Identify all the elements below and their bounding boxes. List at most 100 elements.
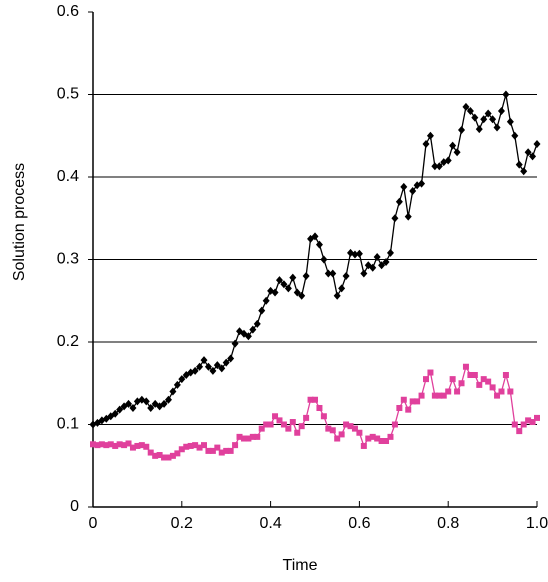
point [511, 421, 518, 428]
point [426, 131, 434, 140]
point [515, 160, 523, 169]
point [324, 269, 332, 278]
point [178, 375, 186, 384]
point [511, 131, 519, 140]
point [444, 156, 452, 165]
point [125, 399, 133, 408]
point [298, 423, 305, 430]
point [187, 442, 194, 449]
point [534, 414, 540, 421]
point [347, 423, 354, 430]
point [280, 421, 287, 428]
y-tick-label: 0 [70, 498, 79, 515]
point [374, 435, 381, 442]
point [520, 167, 528, 176]
point [111, 409, 119, 418]
point [520, 421, 527, 428]
point [471, 372, 478, 378]
point [183, 443, 190, 450]
point [485, 378, 492, 385]
point [307, 396, 314, 403]
point [231, 339, 239, 348]
point [294, 429, 301, 436]
point [129, 404, 137, 412]
point [258, 306, 266, 315]
point [524, 148, 532, 157]
point [373, 253, 381, 262]
point [342, 272, 350, 280]
point [267, 421, 274, 428]
point [471, 113, 479, 122]
point [334, 435, 341, 442]
point [449, 376, 456, 383]
point [98, 441, 105, 448]
point [338, 431, 345, 438]
point [498, 388, 505, 395]
point [467, 372, 474, 378]
point [338, 284, 346, 293]
point [356, 429, 363, 436]
y-tick-label: 0.3 [57, 251, 79, 268]
point [107, 441, 114, 448]
point [276, 417, 283, 424]
point [360, 269, 368, 278]
point [369, 433, 376, 440]
point [475, 125, 483, 134]
point [525, 417, 532, 424]
point [204, 362, 212, 371]
point [289, 419, 296, 426]
point [284, 284, 292, 293]
point [201, 442, 207, 449]
point [431, 162, 439, 171]
point [191, 366, 199, 375]
point [533, 140, 541, 148]
point [218, 449, 225, 456]
point [480, 376, 487, 383]
point [395, 197, 403, 206]
point [311, 232, 319, 241]
point [489, 384, 496, 391]
point [462, 102, 470, 111]
point [497, 107, 505, 115]
y-tick-label: 0.6 [57, 3, 79, 20]
point [391, 214, 399, 223]
point [275, 276, 283, 285]
point [449, 141, 457, 150]
point [147, 404, 155, 412]
point [480, 115, 488, 124]
point [263, 421, 270, 428]
point [245, 435, 252, 442]
point [529, 419, 536, 426]
point [218, 364, 226, 373]
point [315, 240, 323, 249]
point [209, 447, 216, 454]
point [236, 433, 243, 440]
point [507, 388, 514, 395]
point [378, 261, 386, 270]
y-tick-label: 0.5 [57, 86, 79, 103]
point [289, 273, 297, 282]
point [249, 325, 257, 334]
point [285, 425, 292, 432]
point [165, 454, 172, 461]
point [244, 332, 252, 341]
point [254, 433, 261, 440]
point [125, 440, 132, 447]
point [343, 421, 350, 428]
point [316, 405, 323, 411]
point [121, 442, 128, 449]
point [506, 117, 514, 126]
point [382, 257, 390, 266]
x-tick-label: 0 [89, 515, 98, 532]
point [404, 212, 412, 221]
point [178, 446, 185, 453]
point [369, 263, 377, 272]
y-tick-label: 0.4 [57, 168, 79, 185]
point [423, 376, 429, 383]
x-tick-label: 0.4 [259, 515, 281, 532]
point [205, 447, 212, 454]
point [365, 435, 372, 442]
point [502, 90, 510, 99]
point [436, 392, 443, 399]
